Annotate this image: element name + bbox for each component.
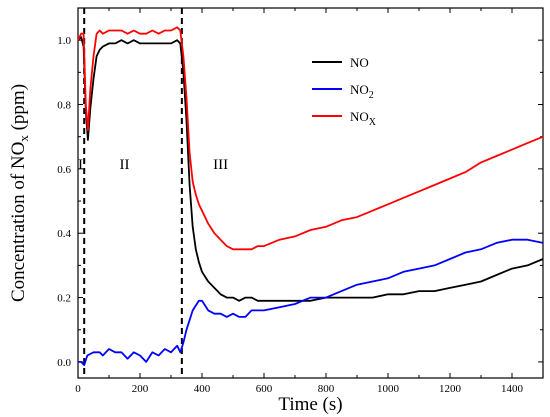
x-tick-label: 0 (75, 383, 81, 395)
region-label: III (213, 157, 228, 173)
y-tick-label: 0.8 (57, 100, 71, 112)
x-tick-label: 1200 (439, 383, 462, 395)
y-axis-title-main: Concentration of NO (8, 142, 29, 302)
phase-divider-lines (83, 8, 183, 378)
x-tick-label: 400 (194, 383, 211, 395)
y-tick-label: 0.2 (57, 293, 71, 305)
legend-label-main: NO (350, 55, 369, 70)
region-labels: I II III (78, 157, 228, 173)
y-tick-label: 0.0 (57, 357, 71, 369)
region-label: I (78, 157, 83, 173)
series-group (77, 26, 544, 367)
legend-label-main: NO (350, 82, 369, 97)
series-line-nox (77, 26, 544, 251)
y-axis: 0.0 0.2 0.4 0.6 0.8 1.0 (57, 35, 543, 369)
series-line-no2 (78, 238, 544, 367)
y-tick-label: 0.6 (57, 164, 71, 176)
x-tick-label: 200 (132, 383, 149, 395)
x-axis-title: Time (s) (278, 394, 342, 415)
x-tick-label: 600 (256, 383, 273, 395)
series-line-no (77, 36, 544, 302)
y-tick-label: 0.4 (57, 228, 71, 240)
x-tick-label: 1000 (377, 383, 400, 395)
x-tick-label: 800 (318, 383, 335, 395)
y-tick-label: 1.0 (57, 35, 71, 47)
legend-label-main: NO (350, 109, 369, 124)
plot-area (77, 7, 544, 379)
y-axis-title-sub: x (16, 135, 31, 142)
y-axis-title: Concentration of NOx (ppm) (8, 84, 31, 302)
x-tick-label: 1400 (501, 383, 524, 395)
legend-label: NOX (350, 109, 377, 128)
legend-label-sub: 2 (369, 90, 374, 101)
legend-label: NO2 (350, 82, 374, 101)
y-axis-title-suffix: (ppm) (8, 84, 29, 135)
region-label: II (120, 157, 130, 173)
x-axis: 0 200 400 600 800 1000 1200 1400 (75, 8, 524, 395)
legend-label-sub: X (369, 117, 377, 128)
plot-frame (77, 7, 544, 379)
legend-label: NO (350, 55, 369, 70)
